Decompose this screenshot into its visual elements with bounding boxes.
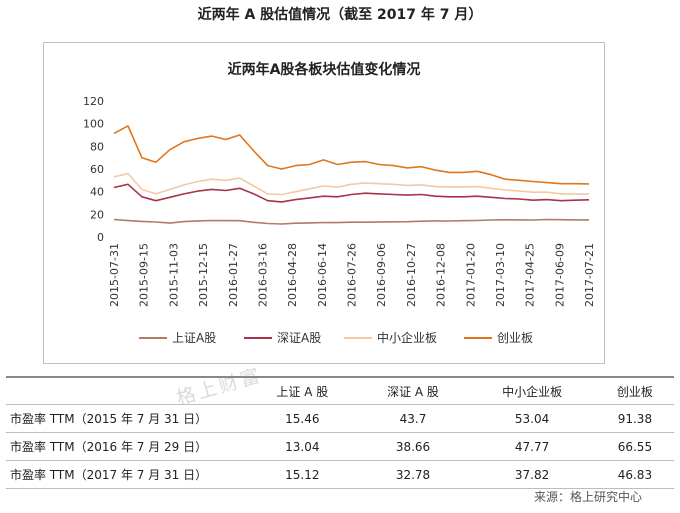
table-row-label: 市盈率 TTM（2016 年 7 月 29 日） [6, 432, 247, 461]
table-row: 市盈率 TTM（2015 年 7 月 31 日） 15.46 43.7 53.0… [6, 404, 674, 433]
table-header-cell: 中小企业板 [468, 376, 596, 405]
y-tick-label: 0 [97, 231, 104, 244]
table-header-row: 上证 A 股 深证 A 股 中小企业板 创业板 [6, 376, 674, 405]
table-cell: 13.04 [247, 432, 358, 461]
table-cell: 53.04 [468, 404, 596, 433]
table-cell: 66.55 [595, 432, 674, 461]
series-line-4 [113, 125, 590, 185]
legend-label: 中小企业板 [377, 330, 437, 345]
x-tick-label: 2016-04-28 [286, 243, 299, 307]
source-note: 来源：格上研究中心 [533, 490, 642, 504]
table-cell: 38.66 [357, 432, 469, 461]
table-row-label: 市盈率 TTM（2017 年 7 月 31 日） [6, 460, 247, 489]
x-tick-label: 2016-12-08 [435, 243, 448, 307]
x-tick-label: 2017-03-10 [494, 243, 507, 307]
chart-title: 近两年A股各板块估值变化情况 [228, 61, 421, 78]
table-cell: 15.46 [247, 404, 358, 433]
x-tick-label: 2016-01-27 [227, 243, 240, 307]
table-cell: 91.38 [595, 404, 674, 433]
table-cell: 15.12 [247, 460, 358, 489]
pe-table: 上证 A 股 深证 A 股 中小企业板 创业板 市盈率 TTM（2015 年 7… [6, 376, 674, 489]
table-cell: 32.78 [357, 460, 469, 489]
page-title: 近两年 A 股估值情况（截至 2017 年 7 月） [197, 7, 483, 23]
table-header-cell: 创业板 [595, 376, 674, 405]
y-tick-label: 40 [90, 186, 104, 199]
y-tick-label: 20 [90, 208, 104, 221]
x-tick-label: 2016-10-27 [405, 243, 418, 307]
y-tick-label: 80 [90, 140, 104, 153]
legend-label: 上证A股 [172, 331, 216, 345]
table-header-cell: 深证 A 股 [357, 376, 469, 405]
line-chart: 近两年A股各板块估值变化情况 0 20 40 60 80 100 120 2015-07-31 2… [83, 61, 596, 345]
x-tick-label: 2017-04-25 [524, 243, 537, 307]
table-header-cell: 上证 A 股 [247, 376, 358, 405]
legend-label: 创业板 [497, 331, 533, 345]
series-line-1 [113, 218, 589, 225]
x-tick-label: 2017-06-09 [553, 243, 566, 307]
table-header-cell [6, 376, 247, 405]
table-cell: 46.83 [595, 460, 674, 489]
table-row-label: 市盈率 TTM（2015 年 7 月 31 日） [6, 404, 247, 433]
x-tick-label: 2017-07-21 [583, 243, 596, 307]
table-cell: 47.77 [468, 432, 596, 461]
y-tick-label: 60 [90, 163, 104, 176]
y-tick-label: 120 [83, 95, 104, 108]
table-cell: 37.82 [468, 460, 596, 489]
x-tick-label: 2015-07-31 [108, 243, 121, 307]
x-tick-label: 2015-12-15 [197, 243, 210, 307]
x-tick-label: 2015-11-03 [167, 243, 180, 307]
table-row: 市盈率 TTM（2017 年 7 月 31 日） 15.12 32.78 37.… [6, 460, 674, 489]
x-tick-label: 2016-09-06 [375, 243, 388, 307]
chart-container: 近两年A股各板块估值变化情况 0 20 40 60 80 100 120 2015-07-31 2… [43, 42, 605, 364]
table-cell: 43.7 [357, 404, 469, 433]
series-line-2 [113, 183, 590, 203]
y-tick-label: 100 [83, 118, 104, 131]
series-line-3 [113, 172, 590, 196]
x-tick-label: 2016-07-26 [346, 243, 359, 307]
table-row: 市盈率 TTM（2016 年 7 月 29 日） 13.04 38.66 47.… [6, 432, 674, 461]
x-tick-label: 2015-09-15 [138, 243, 151, 307]
legend-label: 深证A股 [277, 331, 321, 345]
x-tick-label: 2016-03-16 [256, 243, 269, 307]
x-tick-label: 2017-01-20 [464, 243, 477, 307]
x-tick-label: 2016-06-14 [316, 243, 329, 307]
